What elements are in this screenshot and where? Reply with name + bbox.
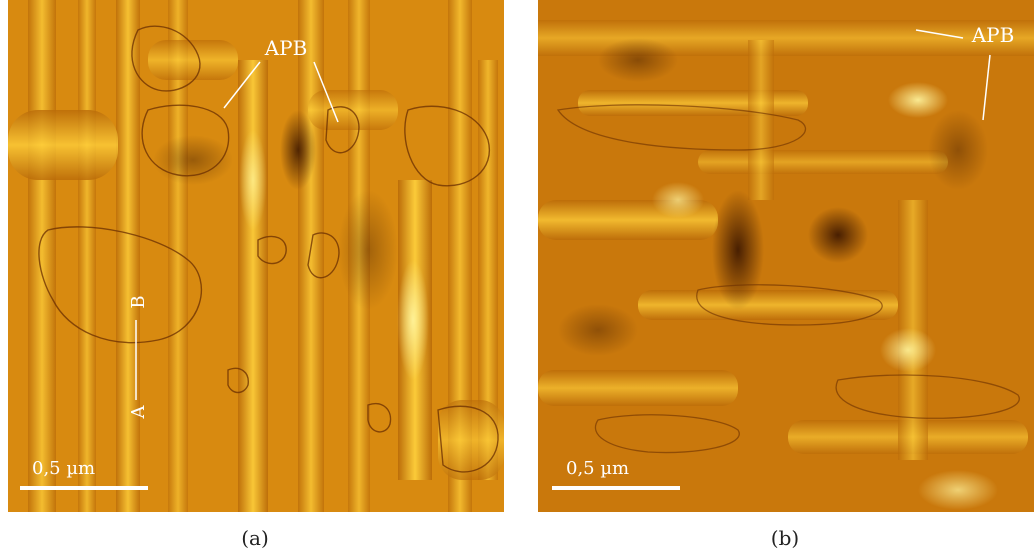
caption-b: (b) [770,526,800,550]
scale-bar-label-a: 0,5 µm [32,458,95,479]
afm-image-b: APB 0,5 µm [538,0,1034,512]
caption-a: (a) [241,526,269,550]
micrograph-panel-a: APB B A 0,5 µm [8,0,504,512]
apb-label-b: APB [971,23,1015,47]
scale-bar-label-b: 0,5 µm [566,458,629,479]
scale-bar-a [20,486,148,490]
apb-label-a: APB [264,36,308,60]
afm-image-a: APB B A 0,5 µm [8,0,504,512]
line-end-label-b: B [128,295,149,308]
line-start-label-a: A [128,405,149,420]
micrograph-panel-b: APB 0,5 µm [538,0,1034,512]
scale-bar-b [552,486,680,490]
